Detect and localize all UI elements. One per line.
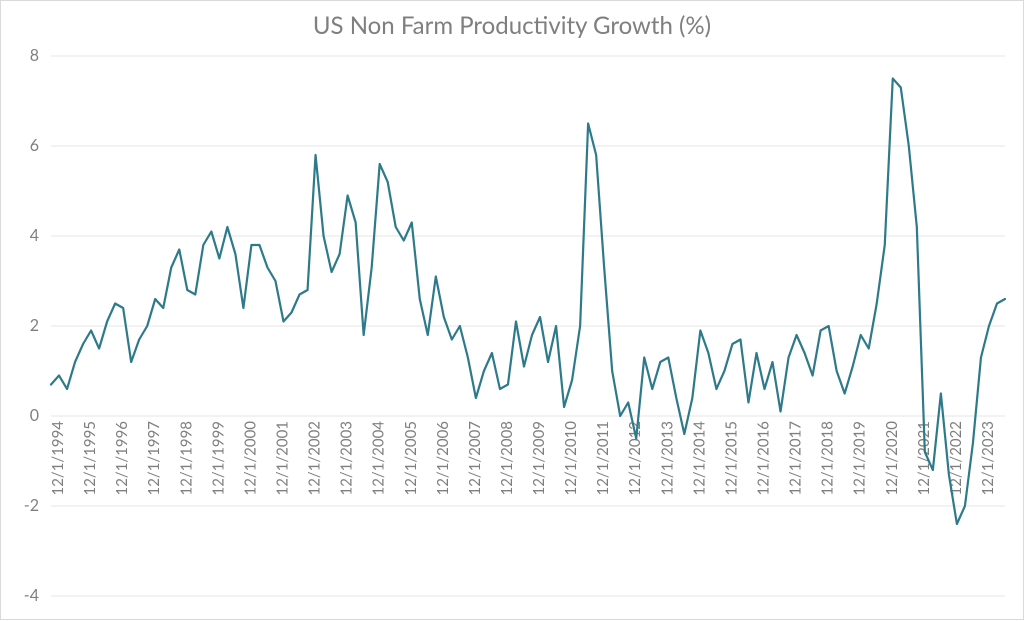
y-axis-label: -2 <box>24 496 39 515</box>
x-axis-label: 12/1/1999 <box>209 421 227 495</box>
chart-frame: US Non Farm Productivity Growth (%) -4 -2… <box>0 0 1024 620</box>
chart-title: US Non Farm Productivity Growth (%) <box>1 11 1023 40</box>
x-axis-label: 12/1/2018 <box>819 421 837 495</box>
x-axis-label: 12/1/2009 <box>530 421 548 495</box>
x-axis-label: 12/1/2017 <box>787 421 805 496</box>
x-axis-label: 12/1/2001 <box>273 421 291 495</box>
y-axis-label: 0 <box>30 406 39 425</box>
x-axis-label: 12/1/2020 <box>883 421 901 496</box>
x-axis-label: 12/1/1995 <box>81 421 99 495</box>
x-axis-label: 12/1/1994 <box>49 421 67 496</box>
x-axis-label: 12/1/2000 <box>241 421 259 496</box>
x-axis-label: 12/1/2008 <box>498 421 516 495</box>
x-axis-label: 12/1/2006 <box>434 421 452 496</box>
y-axis-label: 8 <box>30 46 39 65</box>
x-axis-label: 12/1/2014 <box>690 421 708 496</box>
x-axis-label: 12/1/2013 <box>658 421 676 495</box>
x-axis-label: 12/1/2005 <box>402 421 420 495</box>
x-axis-label: 12/1/1998 <box>177 421 195 495</box>
x-axis-label: 12/1/2015 <box>722 421 740 495</box>
x-axis-label: 12/1/1996 <box>113 421 131 496</box>
x-axis-label: 12/1/2016 <box>755 421 773 496</box>
x-axis-label: 12/1/2004 <box>370 421 388 496</box>
x-axis-label: 12/1/2011 <box>594 421 612 495</box>
y-axis-label: 4 <box>30 226 39 245</box>
x-axis-label: 12/1/2019 <box>851 421 869 495</box>
y-axis-label: 6 <box>30 136 39 155</box>
x-axis-label: 12/1/2002 <box>306 421 324 495</box>
y-axis-label: 2 <box>30 316 39 335</box>
x-axis-label: 12/1/2010 <box>562 421 580 496</box>
x-axis-label: 12/1/2023 <box>979 421 997 495</box>
line-chart: -4 -2 0 2 4 6 8 12/1/1994 12/1/1995 12/1/1996 12/1… <box>1 1 1024 621</box>
y-axis-label: -4 <box>24 586 39 605</box>
x-axis-label: 12/1/2007 <box>466 421 484 496</box>
x-axis-label: 12/1/1997 <box>145 421 163 496</box>
x-axis-label: 12/1/2003 <box>338 421 356 495</box>
